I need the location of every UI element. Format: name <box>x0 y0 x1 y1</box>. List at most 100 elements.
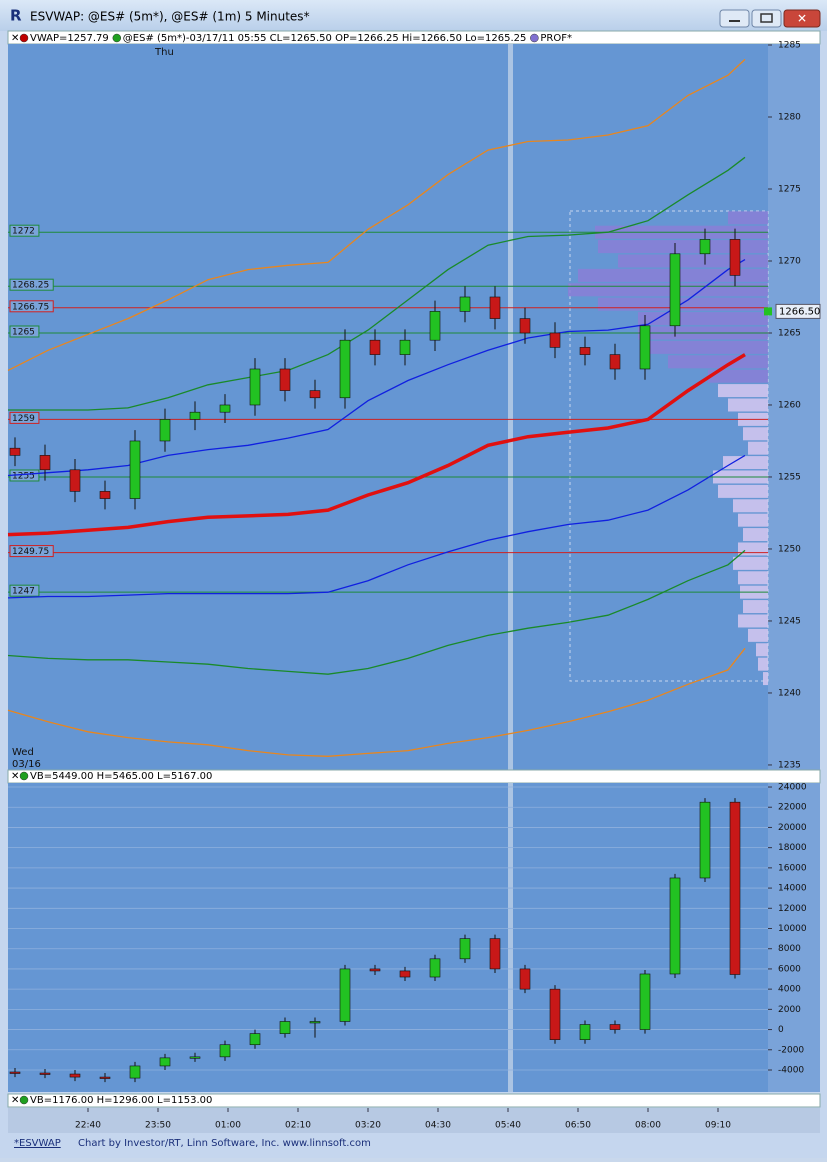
candle-body <box>519 318 531 334</box>
level-label: 1247 <box>12 587 35 597</box>
candle-body <box>39 1072 51 1075</box>
level-label-box <box>9 300 54 313</box>
close-pane[interactable]: ✕ <box>11 33 19 44</box>
candle-body <box>669 253 681 327</box>
study-link[interactable]: *ESVWAP <box>14 1138 61 1149</box>
y-tick-label: 4000 <box>778 985 801 995</box>
y-tick-label: 1270 <box>778 256 801 266</box>
y-tick-label: 1285 <box>778 41 801 51</box>
y-tick-label: 24000 <box>778 783 807 793</box>
candle-body <box>249 368 261 406</box>
profile-bar <box>748 441 768 455</box>
candle-body <box>459 938 471 960</box>
close-pane[interactable]: ✕ <box>11 1095 19 1106</box>
candle-body <box>159 419 171 442</box>
profile-bar <box>718 384 768 398</box>
profile-bar <box>763 672 768 686</box>
y-tick-label: 1250 <box>778 544 801 554</box>
level-label-box <box>9 584 40 597</box>
x-tick-label: 06:50 <box>565 1121 591 1131</box>
title-bar <box>0 0 827 31</box>
candle-body <box>459 296 471 312</box>
profile-bar <box>743 427 768 441</box>
profile-bar <box>618 254 768 268</box>
level-label: 1268.25 <box>12 281 49 291</box>
profile-bar <box>718 484 768 498</box>
band-line <box>7 647 746 757</box>
candle-body <box>579 1024 591 1040</box>
y-tick-label: 12000 <box>778 904 807 914</box>
candle-body <box>99 1076 111 1079</box>
candle-body <box>129 1065 141 1079</box>
y-tick-label: 1235 <box>778 760 801 770</box>
level-label-box <box>9 411 40 424</box>
y-tick-label: 14000 <box>778 884 807 894</box>
candle-body <box>399 339 411 355</box>
y-tick-label: 1260 <box>778 400 801 410</box>
candle-body <box>339 968 351 1022</box>
candle-body <box>309 390 321 399</box>
x-tick-label: 03:20 <box>355 1121 381 1131</box>
profile-bar <box>748 628 768 642</box>
profile-bar <box>733 556 768 570</box>
credits: Chart by Investor/RT, Linn Software, Inc… <box>78 1138 371 1149</box>
level-label: 1249.75 <box>12 547 49 557</box>
candle-body <box>489 296 501 319</box>
x-tick-label: 22:40 <box>75 1121 101 1131</box>
candle-body <box>159 1057 171 1067</box>
date-annotation: 03/16 <box>12 759 41 770</box>
profile-bar <box>598 240 768 254</box>
y-tick-label: 1245 <box>778 616 801 626</box>
candle-body <box>669 877 681 975</box>
candle-body <box>399 970 411 978</box>
profile-bar <box>728 211 768 225</box>
candle-body <box>99 491 111 499</box>
candle-body <box>369 968 381 972</box>
candle-body <box>639 325 651 370</box>
y-tick-label: 20000 <box>778 823 807 833</box>
maximize-icon <box>760 13 773 23</box>
profile-bar <box>728 398 768 412</box>
candle-body <box>489 938 501 970</box>
maximize-button[interactable] <box>751 9 782 28</box>
last-price-label: 1266.50 <box>779 306 820 317</box>
candle-body <box>189 411 201 420</box>
profile-bar <box>743 528 768 542</box>
y-tick-label: 1255 <box>778 472 801 482</box>
candle-body <box>369 339 381 355</box>
level-label-box <box>9 224 40 237</box>
y-tick-label: 1265 <box>778 328 801 338</box>
candle-body <box>429 958 441 978</box>
close-pane[interactable]: ✕ <box>11 771 19 782</box>
candle-body <box>729 239 741 276</box>
y-tick-label: 18000 <box>778 843 807 853</box>
y-tick-label: 6000 <box>778 964 801 974</box>
candle-body <box>429 311 441 341</box>
profile-bar <box>723 456 768 470</box>
candle-body <box>39 455 51 471</box>
x-tick-label: 01:00 <box>215 1121 241 1131</box>
profile-bar <box>733 499 768 513</box>
level-label-box <box>9 545 54 558</box>
legend-text: VWAP=1257.79 <box>30 33 109 44</box>
profile-bar <box>648 340 768 354</box>
band-line <box>8 156 746 411</box>
level-label-box <box>9 278 54 291</box>
profile-bar <box>738 571 768 585</box>
candle-body <box>9 447 21 456</box>
session-marker <box>508 44 513 1092</box>
profile-bar <box>738 542 768 556</box>
y-tick-label: -4000 <box>778 1065 804 1075</box>
level-label: 1272 <box>12 227 35 237</box>
candle-body <box>129 440 141 499</box>
x-tick-label: 23:50 <box>145 1121 171 1131</box>
minimize-button[interactable] <box>719 9 750 28</box>
close-button[interactable] <box>783 9 821 28</box>
profile-bar <box>708 369 768 383</box>
candle-body <box>219 1044 231 1058</box>
legend-swatch <box>112 33 122 43</box>
profile-bar <box>738 614 768 628</box>
candle-body <box>609 354 621 370</box>
candle-body <box>729 801 741 975</box>
profile-bar <box>668 355 768 369</box>
